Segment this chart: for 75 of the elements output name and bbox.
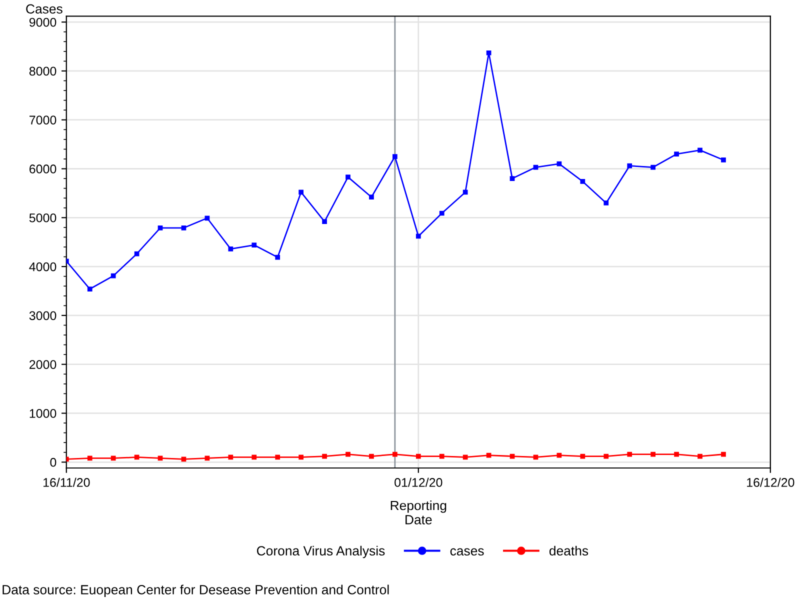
point	[486, 452, 492, 458]
y-tick-label: 2000	[30, 360, 56, 369]
point	[275, 454, 280, 460]
y-tick-label: 7000	[30, 116, 56, 125]
legend-label: deaths	[549, 546, 588, 556]
point	[87, 286, 92, 292]
point	[369, 454, 374, 459]
y-tick-label: 8000	[29, 66, 56, 76]
point	[580, 179, 586, 184]
point	[486, 50, 492, 56]
point	[416, 454, 421, 459]
point	[204, 456, 210, 461]
point	[580, 454, 586, 459]
point	[627, 452, 632, 457]
source-note: Data source: Euopean Center for Desease Prevention and Control	[2, 584, 389, 597]
point	[698, 148, 702, 153]
x-axis-title: Reporting Date	[390, 500, 446, 524]
point	[158, 456, 163, 461]
legend-title: Corona Virus Analysis	[256, 546, 385, 558]
point	[228, 454, 234, 460]
point	[275, 254, 280, 260]
point	[698, 454, 702, 459]
point	[346, 452, 350, 457]
point	[110, 273, 116, 278]
x-tick-label: 01/12/20	[394, 478, 442, 487]
point	[322, 219, 327, 224]
point	[252, 242, 257, 248]
point	[252, 454, 257, 460]
point	[158, 225, 163, 230]
point	[204, 216, 210, 221]
y-tick-label: 9000	[29, 18, 56, 27]
point	[510, 176, 515, 181]
y-tick-label: 0	[50, 458, 56, 467]
point	[181, 456, 186, 462]
point	[462, 454, 468, 460]
point	[298, 190, 304, 195]
point	[556, 452, 562, 458]
y-tick-label: 1000	[30, 409, 56, 418]
point	[556, 161, 562, 166]
point	[721, 158, 726, 162]
point	[369, 194, 374, 200]
point	[650, 164, 656, 170]
point	[533, 164, 538, 170]
point	[627, 163, 632, 168]
y-tick-label: 3000	[29, 311, 56, 320]
point	[87, 456, 92, 461]
point	[134, 454, 140, 460]
point	[721, 452, 726, 457]
legend-label: cases	[450, 548, 484, 556]
point	[674, 152, 679, 157]
point	[298, 454, 304, 460]
x-tick-label: 16/11/20	[43, 478, 90, 487]
point	[604, 200, 609, 206]
point	[392, 154, 398, 159]
point	[416, 234, 421, 239]
point	[674, 452, 679, 457]
x-tick-label: 16/12/20	[747, 478, 794, 487]
y-tick-label: 5000	[29, 213, 56, 222]
y-axis-title: Cases	[26, 4, 62, 14]
point	[533, 454, 538, 460]
point	[392, 452, 398, 457]
point	[322, 454, 327, 459]
point	[134, 251, 140, 256]
point	[439, 454, 444, 459]
point	[181, 225, 186, 230]
point	[462, 190, 468, 195]
point	[650, 452, 656, 457]
y-tick-label: 4000	[29, 262, 56, 272]
point	[439, 210, 444, 216]
y-tick-label: 6000	[30, 164, 56, 174]
point	[110, 456, 116, 461]
point	[604, 454, 609, 459]
point	[228, 246, 234, 252]
point	[510, 454, 515, 459]
point	[346, 174, 350, 180]
